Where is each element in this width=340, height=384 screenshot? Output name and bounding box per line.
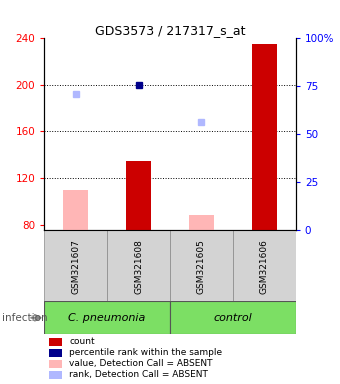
Bar (170, 230, 233, 303)
Bar (49, 349, 62, 357)
Text: GSM321606: GSM321606 (260, 240, 269, 294)
Text: count: count (69, 337, 95, 346)
Bar (44, 230, 107, 303)
Text: GSM321608: GSM321608 (134, 240, 143, 294)
Title: GDS3573 / 217317_s_at: GDS3573 / 217317_s_at (95, 24, 245, 37)
Text: percentile rank within the sample: percentile rank within the sample (69, 348, 222, 357)
Bar (126, 161, 151, 230)
Bar (252, 44, 277, 230)
Bar (189, 215, 214, 230)
Bar (49, 371, 62, 379)
Text: GSM321605: GSM321605 (197, 240, 206, 294)
Text: control: control (214, 313, 252, 323)
Text: infection: infection (2, 313, 47, 323)
Bar (49, 338, 62, 346)
Text: rank, Detection Call = ABSENT: rank, Detection Call = ABSENT (69, 370, 208, 379)
Text: value, Detection Call = ABSENT: value, Detection Call = ABSENT (69, 359, 213, 368)
Bar (44, 301, 170, 334)
Bar (233, 230, 296, 303)
Bar (170, 301, 296, 334)
Text: GSM321607: GSM321607 (71, 240, 80, 294)
Bar (107, 230, 170, 303)
Text: C. pneumonia: C. pneumonia (68, 313, 146, 323)
Bar (63, 190, 88, 230)
Bar (49, 360, 62, 368)
